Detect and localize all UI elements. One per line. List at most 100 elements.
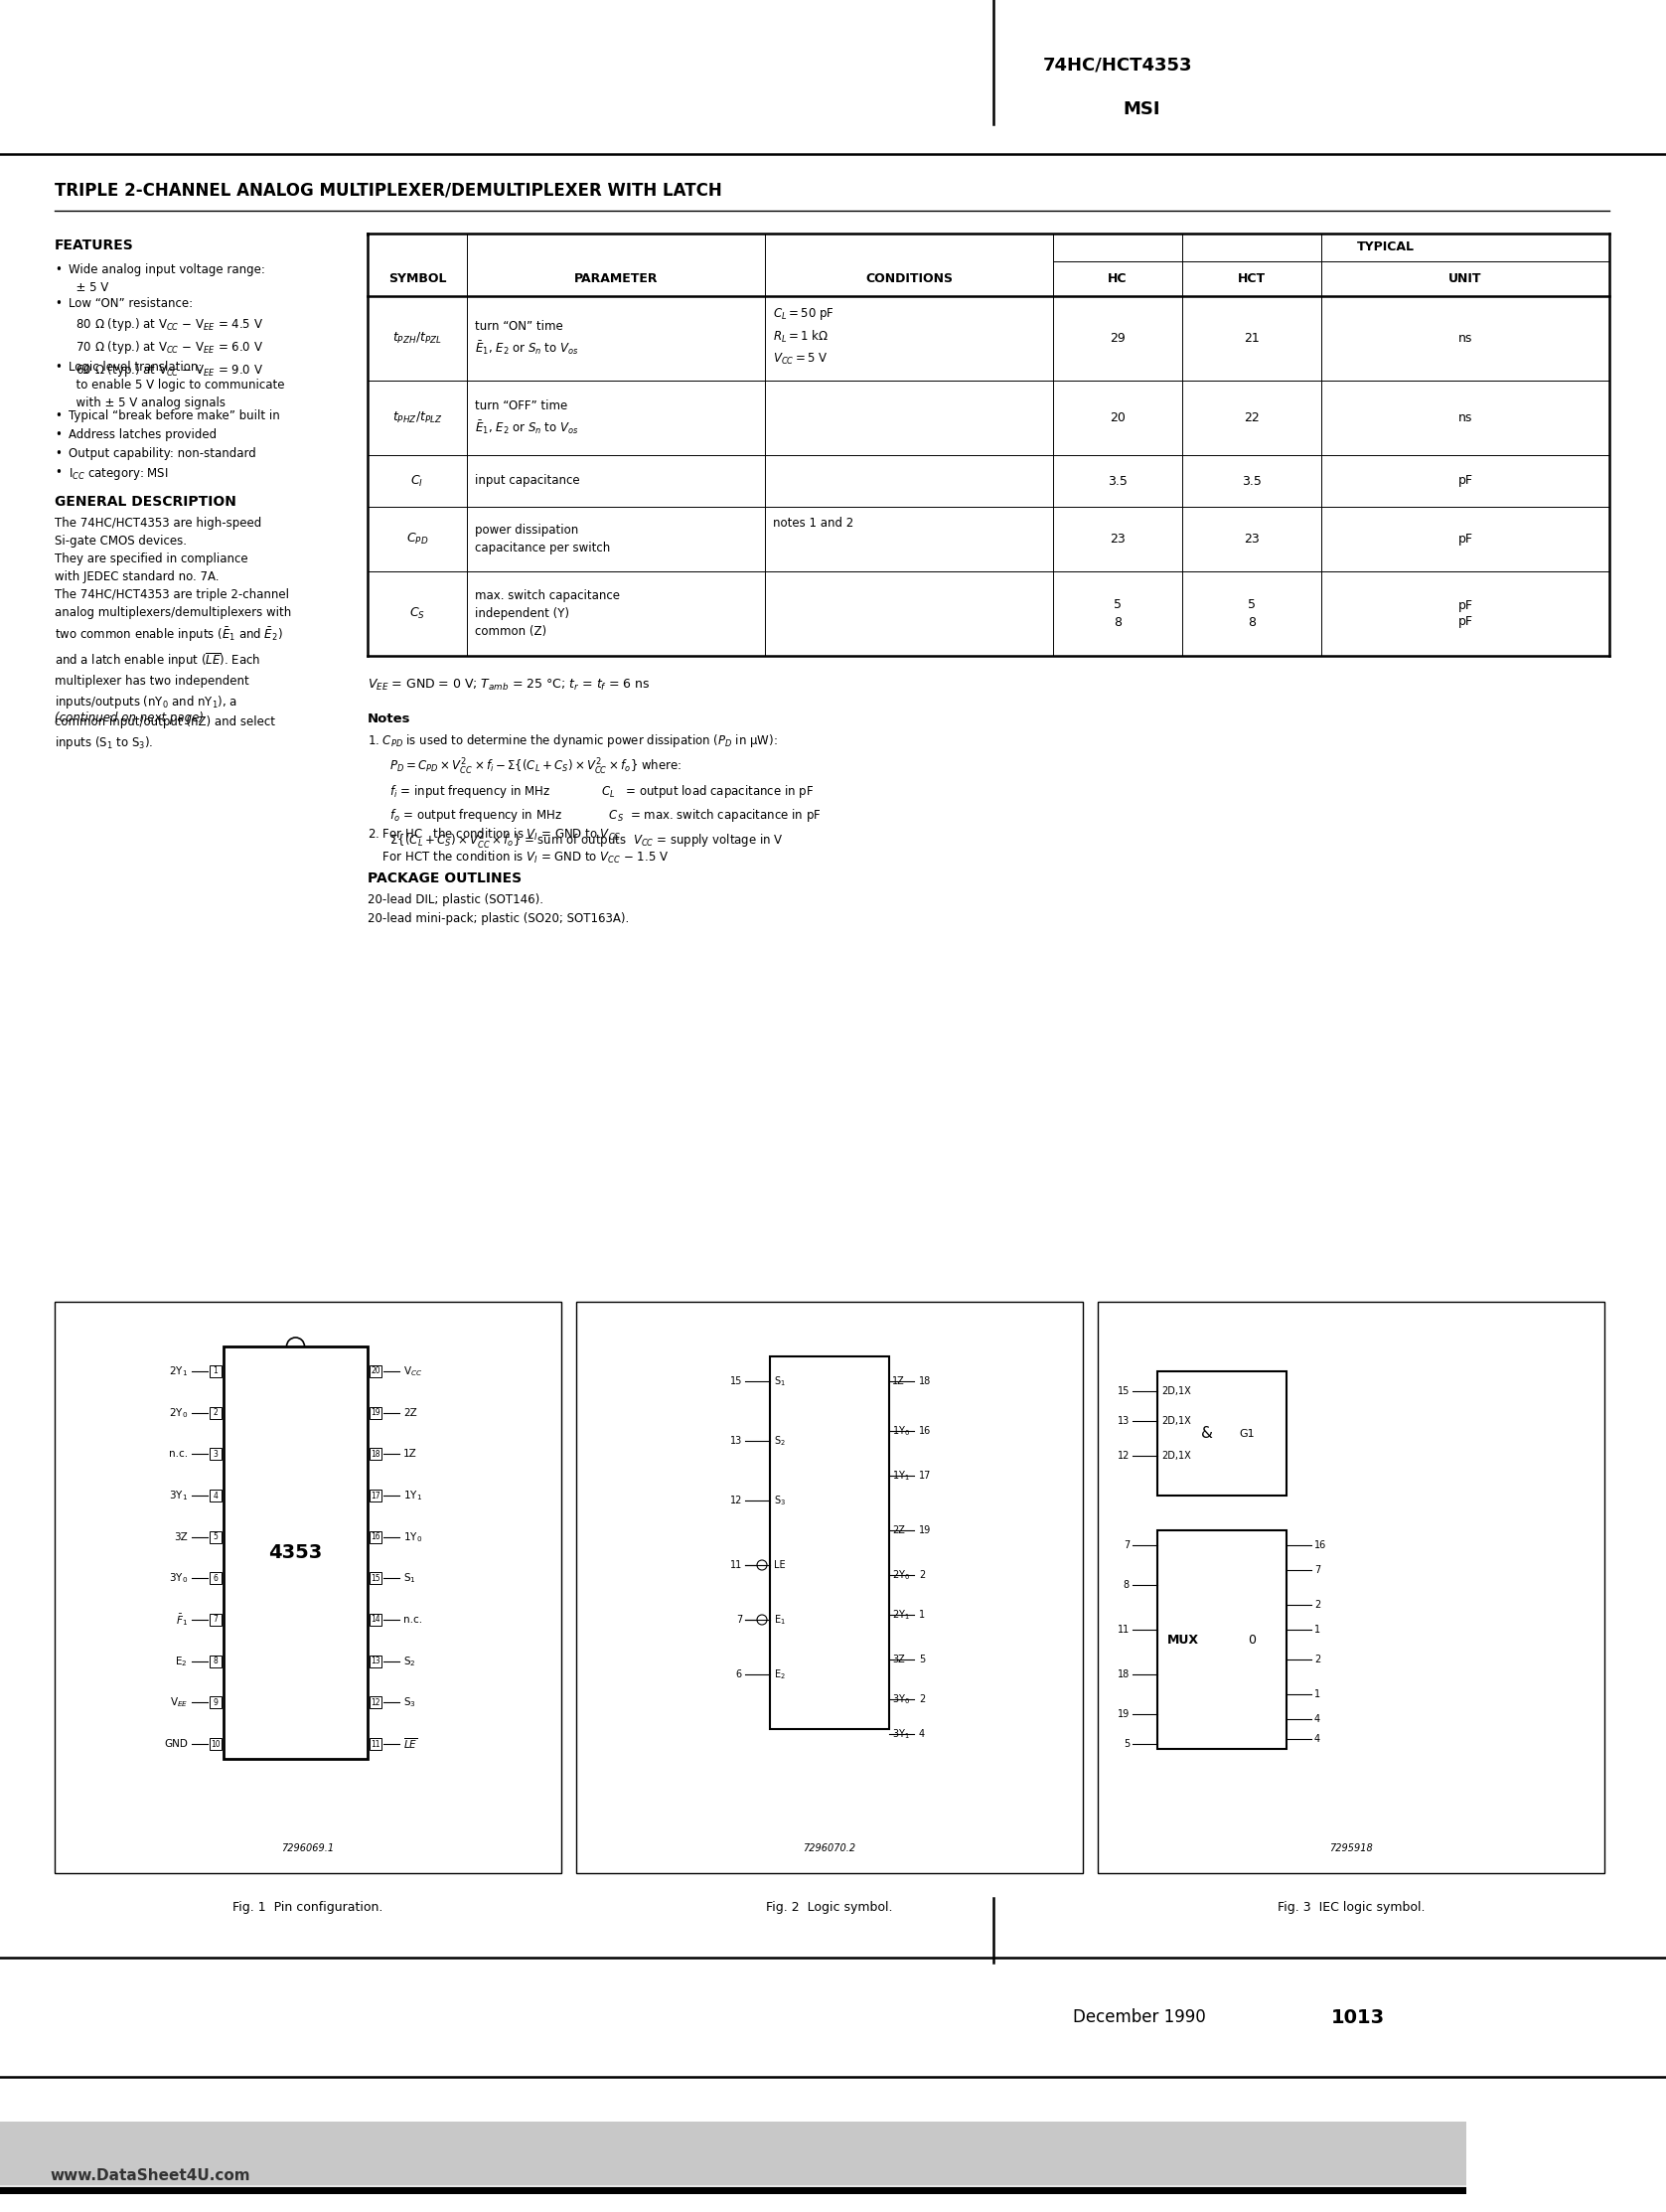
Text: 11: 11 bbox=[372, 1739, 380, 1747]
Text: 4: 4 bbox=[1314, 1734, 1321, 1743]
Text: S$_3$: S$_3$ bbox=[403, 1697, 416, 1710]
Text: $V_{EE}$ = GND = 0 V; $T_{amb}$ = 25 °C; $t_r$ = $t_f$ = 6 ns: $V_{EE}$ = GND = 0 V; $T_{amb}$ = 25 °C;… bbox=[368, 677, 650, 692]
Bar bbox=[210, 1739, 222, 1750]
Text: 7: 7 bbox=[213, 1615, 218, 1624]
Text: 4: 4 bbox=[1314, 1714, 1321, 1723]
Text: 5: 5 bbox=[213, 1533, 218, 1542]
Bar bbox=[0, 2121, 1466, 2185]
Text: 4: 4 bbox=[920, 1730, 925, 1739]
Text: 15: 15 bbox=[372, 1575, 380, 1584]
Text: S$_2$: S$_2$ bbox=[403, 1655, 416, 1668]
Text: $C_I$: $C_I$ bbox=[412, 473, 423, 489]
Text: 2D,1X: 2D,1X bbox=[1161, 1387, 1191, 1396]
Text: GENERAL DESCRIPTION: GENERAL DESCRIPTION bbox=[55, 495, 237, 509]
Text: 2. For HC   the condition is $V_I$ = GND to $V_{CC}$
    For HCT the condition i: 2. For HC the condition is $V_I$ = GND t… bbox=[368, 827, 668, 865]
Text: 5: 5 bbox=[920, 1655, 925, 1663]
Text: 5: 5 bbox=[1123, 1739, 1130, 1750]
Text: 12: 12 bbox=[372, 1699, 380, 1708]
Bar bbox=[370, 1407, 382, 1418]
Text: S$_1$: S$_1$ bbox=[403, 1571, 416, 1586]
Text: 2: 2 bbox=[213, 1409, 218, 1418]
Text: •: • bbox=[55, 429, 62, 440]
Bar bbox=[370, 1573, 382, 1584]
Text: 1Y$_1$: 1Y$_1$ bbox=[403, 1489, 421, 1502]
Text: They are specified in compliance
with JEDEC standard no. 7A.: They are specified in compliance with JE… bbox=[55, 553, 248, 584]
Text: $C_S$: $C_S$ bbox=[410, 606, 425, 622]
Text: 23: 23 bbox=[1110, 533, 1126, 546]
Text: December 1990: December 1990 bbox=[1073, 2008, 1206, 2026]
Bar bbox=[210, 1531, 222, 1544]
Text: Fig. 2  Logic symbol.: Fig. 2 Logic symbol. bbox=[766, 1900, 893, 1913]
Text: 8: 8 bbox=[213, 1657, 218, 1666]
Text: PACKAGE OUTLINES: PACKAGE OUTLINES bbox=[368, 872, 521, 885]
Text: 19: 19 bbox=[1118, 1710, 1130, 1719]
Text: 1: 1 bbox=[213, 1367, 218, 1376]
Text: 19: 19 bbox=[920, 1526, 931, 1535]
Text: Output capability: non-standard: Output capability: non-standard bbox=[68, 447, 257, 460]
Text: 13: 13 bbox=[730, 1436, 741, 1447]
Bar bbox=[370, 1655, 382, 1668]
Text: 1Y$_0$: 1Y$_0$ bbox=[403, 1531, 423, 1544]
Text: 1Y$_1$: 1Y$_1$ bbox=[891, 1469, 910, 1482]
Bar bbox=[576, 1301, 1083, 1874]
Text: S$_3$: S$_3$ bbox=[775, 1493, 786, 1506]
Text: FEATURES: FEATURES bbox=[55, 239, 133, 252]
Text: 7296069.1: 7296069.1 bbox=[282, 1843, 335, 1854]
Text: 10: 10 bbox=[212, 1739, 220, 1747]
Text: 74HC/HCT4353: 74HC/HCT4353 bbox=[1043, 55, 1193, 73]
Text: 2D,1X: 2D,1X bbox=[1161, 1416, 1191, 1427]
Text: 2Y$_0$: 2Y$_0$ bbox=[891, 1568, 910, 1582]
Text: I$_{CC}$ category: MSI: I$_{CC}$ category: MSI bbox=[68, 467, 168, 482]
Text: 3Y$_1$: 3Y$_1$ bbox=[891, 1728, 910, 1741]
Text: www.DataSheet4U.com: www.DataSheet4U.com bbox=[50, 2168, 250, 2183]
Bar bbox=[210, 1449, 222, 1460]
Text: ns: ns bbox=[1458, 332, 1473, 345]
Text: max. switch capacitance
independent (Y)
common (Z): max. switch capacitance independent (Y) … bbox=[475, 588, 620, 637]
Text: 16: 16 bbox=[1314, 1540, 1326, 1551]
Text: 7: 7 bbox=[1314, 1566, 1321, 1575]
Text: Typical “break before make” built in: Typical “break before make” built in bbox=[68, 409, 280, 422]
Text: 7: 7 bbox=[736, 1615, 741, 1626]
Text: 19: 19 bbox=[372, 1409, 380, 1418]
Bar bbox=[1158, 1371, 1286, 1495]
Text: 12: 12 bbox=[730, 1495, 741, 1506]
Text: 1: 1 bbox=[1314, 1690, 1321, 1699]
Text: 2Y$_1$: 2Y$_1$ bbox=[168, 1365, 188, 1378]
Text: Logic level translation:
  to enable 5 V logic to communicate
  with ± 5 V analo: Logic level translation: to enable 5 V l… bbox=[68, 361, 285, 409]
Text: $t_{PHZ}$/$t_{PLZ}$: $t_{PHZ}$/$t_{PLZ}$ bbox=[392, 411, 443, 425]
Text: 15: 15 bbox=[1118, 1387, 1130, 1396]
Bar bbox=[210, 1407, 222, 1418]
Text: 14: 14 bbox=[372, 1615, 380, 1624]
Text: 0: 0 bbox=[1248, 1632, 1256, 1646]
Text: Wide analog input voltage range:
  ± 5 V: Wide analog input voltage range: ± 5 V bbox=[68, 263, 265, 294]
Text: 2D,1X: 2D,1X bbox=[1161, 1451, 1191, 1460]
Text: &: & bbox=[1201, 1427, 1213, 1440]
Text: turn “OFF” time
$\bar{E}_1$, $E_2$ or $S_n$ to $V_{os}$: turn “OFF” time $\bar{E}_1$, $E_2$ or $S… bbox=[475, 400, 578, 436]
Text: MSI: MSI bbox=[1123, 100, 1160, 117]
Text: 4: 4 bbox=[213, 1491, 218, 1500]
Text: E$_2$: E$_2$ bbox=[175, 1655, 188, 1668]
Text: 7: 7 bbox=[1123, 1540, 1130, 1551]
Text: 22: 22 bbox=[1245, 411, 1259, 425]
Text: 12: 12 bbox=[1118, 1451, 1130, 1460]
Text: 3Z: 3Z bbox=[175, 1533, 188, 1542]
Text: 1. $C_{PD}$ is used to determine the dynamic power dissipation ($P_D$ in μW):
  : 1. $C_{PD}$ is used to determine the dyn… bbox=[368, 732, 821, 852]
Text: GND: GND bbox=[163, 1739, 188, 1750]
Text: 8: 8 bbox=[1123, 1579, 1130, 1590]
Text: •: • bbox=[55, 467, 62, 480]
Bar bbox=[210, 1489, 222, 1502]
Text: 2: 2 bbox=[1314, 1655, 1321, 1663]
Text: Notes: Notes bbox=[368, 712, 412, 726]
Text: S$_2$: S$_2$ bbox=[775, 1433, 786, 1447]
Text: 1: 1 bbox=[1314, 1626, 1321, 1635]
Text: The 74HC/HCT4353 are triple 2-channel
analog multiplexers/demultiplexers with
tw: The 74HC/HCT4353 are triple 2-channel an… bbox=[55, 588, 292, 752]
Text: 20: 20 bbox=[1110, 411, 1126, 425]
Text: n.c.: n.c. bbox=[168, 1449, 188, 1460]
Text: 17: 17 bbox=[920, 1471, 931, 1480]
Text: 3Y$_0$: 3Y$_0$ bbox=[891, 1692, 910, 1705]
Text: notes 1 and 2: notes 1 and 2 bbox=[773, 518, 853, 529]
Text: 3.5: 3.5 bbox=[1108, 476, 1128, 487]
Text: 6: 6 bbox=[736, 1670, 741, 1679]
Text: 23: 23 bbox=[1245, 533, 1259, 546]
Text: UNIT: UNIT bbox=[1449, 272, 1483, 285]
